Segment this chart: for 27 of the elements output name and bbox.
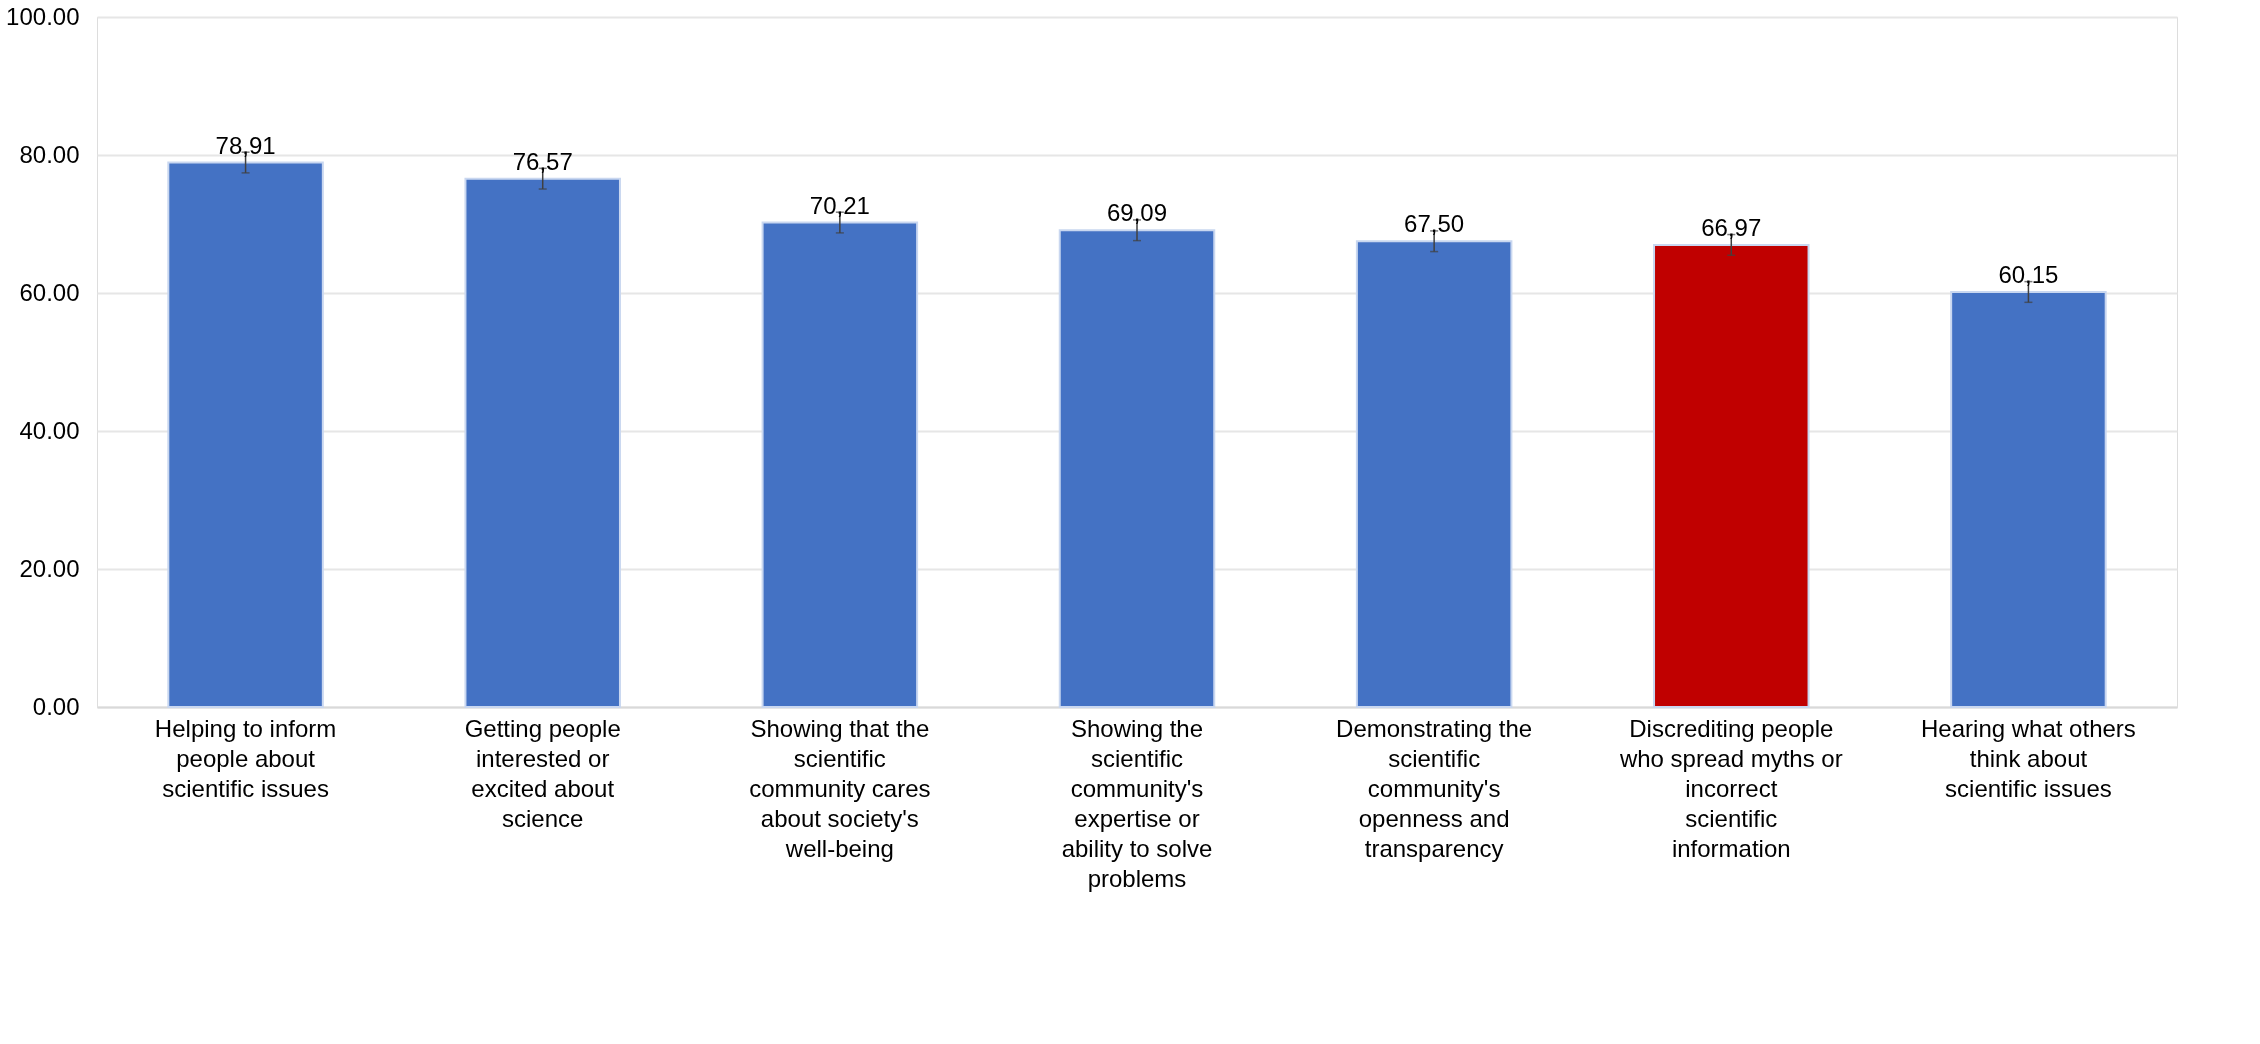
x-tick-label: Demonstrating the scientific community's openness and transparency <box>1336 714 1533 862</box>
y-tick-label: 80.00 <box>19 140 80 168</box>
y-tick-label: 40.00 <box>19 416 80 444</box>
bar <box>1058 229 1216 708</box>
data-label: 67,50 <box>1404 210 1465 238</box>
data-label: 60,15 <box>1998 260 2059 288</box>
x-tick-label: Showing that the scientific community cares about society's well-being <box>749 714 931 862</box>
data-label: 70,21 <box>809 191 870 219</box>
bar <box>1950 290 2107 708</box>
bar <box>167 161 324 708</box>
data-label: 78,91 <box>215 131 276 159</box>
bar <box>464 177 621 708</box>
bar <box>1355 240 1513 708</box>
y-tick-label: 0.00 <box>32 692 80 720</box>
bar <box>761 221 919 708</box>
x-tick-label: Helping to inform people about scientific issues <box>154 714 337 802</box>
data-label: 76,57 <box>512 147 573 175</box>
x-tick-label: Hearing what others think about scientific issues <box>1921 714 2136 802</box>
y-tick-label: 100.00 <box>6 2 80 30</box>
y-tick-label: 60.00 <box>19 278 80 306</box>
data-label: 69,09 <box>1106 199 1168 227</box>
bar <box>1653 243 1810 708</box>
data-label: 66,97 <box>1701 213 1762 241</box>
x-tick-label: Discrediting people who spread myths or incorrect scientific information <box>1618 714 1843 862</box>
y-tick-label: 20.00 <box>19 554 80 582</box>
x-tick-label: Showing the scientific community's expertise or ability to solve problems <box>1061 714 1213 892</box>
x-tick-label: Getting people interested or excited about science <box>464 714 621 832</box>
